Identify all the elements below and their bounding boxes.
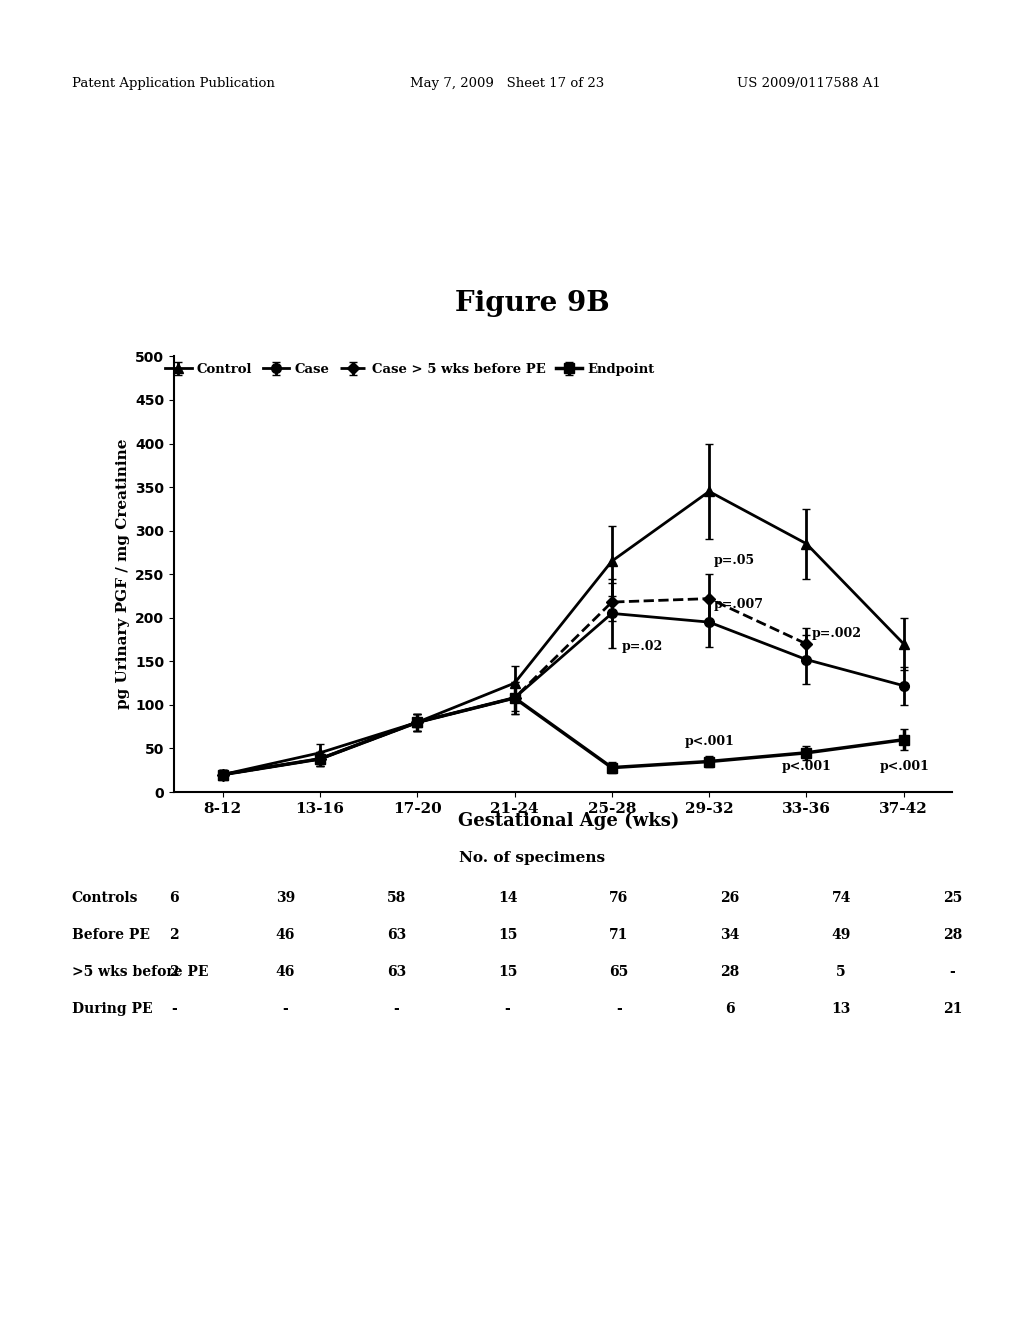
Text: No. of specimens: No. of specimens (460, 851, 605, 866)
Text: 2: 2 (169, 965, 179, 979)
Text: p<.001: p<.001 (782, 760, 831, 772)
Text: -: - (949, 965, 955, 979)
Legend: Control, Case, Case > 5 wks before PE, Endpoint: Control, Case, Case > 5 wks before PE, E… (165, 363, 654, 376)
Text: 26: 26 (720, 891, 739, 906)
Text: 5: 5 (837, 965, 846, 979)
Text: 63: 63 (387, 928, 407, 942)
Text: 74: 74 (831, 891, 851, 906)
Text: 46: 46 (275, 965, 295, 979)
Y-axis label: pg Urinary PGF / mg Creatinine: pg Urinary PGF / mg Creatinine (116, 440, 130, 709)
Text: 58: 58 (387, 891, 407, 906)
Text: 49: 49 (831, 928, 851, 942)
Text: Patent Application Publication: Patent Application Publication (72, 77, 274, 90)
Text: >5 wks before PE: >5 wks before PE (72, 965, 208, 979)
Text: 6: 6 (169, 891, 179, 906)
Text: -: - (615, 1002, 622, 1016)
Text: Gestational Age (wks): Gestational Age (wks) (458, 812, 679, 830)
Text: 34: 34 (720, 928, 739, 942)
Text: -: - (505, 1002, 511, 1016)
Text: 46: 46 (275, 928, 295, 942)
Text: During PE: During PE (72, 1002, 153, 1016)
Text: p=.05: p=.05 (714, 554, 755, 568)
Text: 28: 28 (943, 928, 962, 942)
Text: -: - (283, 1002, 288, 1016)
Text: p<.001: p<.001 (685, 735, 734, 748)
Text: 76: 76 (609, 891, 629, 906)
Text: US 2009/0117588 A1: US 2009/0117588 A1 (737, 77, 881, 90)
Text: p<.001: p<.001 (880, 760, 929, 772)
Text: 6: 6 (725, 1002, 735, 1016)
Text: p=.007: p=.007 (714, 598, 764, 611)
Text: 13: 13 (831, 1002, 851, 1016)
Text: 71: 71 (609, 928, 629, 942)
Text: 65: 65 (609, 965, 629, 979)
Text: 21: 21 (943, 1002, 962, 1016)
Text: 63: 63 (387, 965, 407, 979)
Text: 2: 2 (169, 928, 179, 942)
Text: 15: 15 (498, 928, 517, 942)
Text: Controls: Controls (72, 891, 138, 906)
Text: May 7, 2009   Sheet 17 of 23: May 7, 2009 Sheet 17 of 23 (410, 77, 604, 90)
Text: 25: 25 (943, 891, 962, 906)
Text: 15: 15 (498, 965, 517, 979)
Text: p=.002: p=.002 (811, 627, 861, 639)
Text: Before PE: Before PE (72, 928, 150, 942)
Text: 14: 14 (498, 891, 517, 906)
Text: p=.02: p=.02 (622, 640, 663, 652)
Text: -: - (171, 1002, 177, 1016)
Text: 39: 39 (275, 891, 295, 906)
Text: 28: 28 (720, 965, 739, 979)
Text: Figure 9B: Figure 9B (455, 290, 610, 317)
Text: -: - (393, 1002, 399, 1016)
